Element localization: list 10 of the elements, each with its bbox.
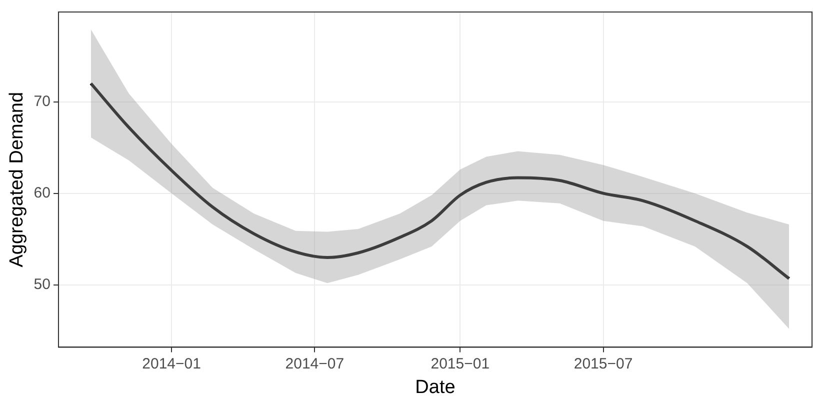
y-tick-label: 50 (34, 276, 50, 294)
y-tick-label: 70 (34, 92, 50, 110)
line-series (89, 82, 791, 280)
y-tick-label: 60 (34, 184, 50, 202)
x-tick-label: 2015−07 (574, 355, 633, 372)
x-tick-label: 2014−07 (285, 355, 344, 372)
x-axis-title: Date (415, 376, 456, 398)
y-axis-title: Aggregated Demand (6, 92, 28, 268)
x-tick-label: 2015−01 (430, 355, 490, 372)
x-tick-label: 2014−01 (142, 355, 201, 372)
